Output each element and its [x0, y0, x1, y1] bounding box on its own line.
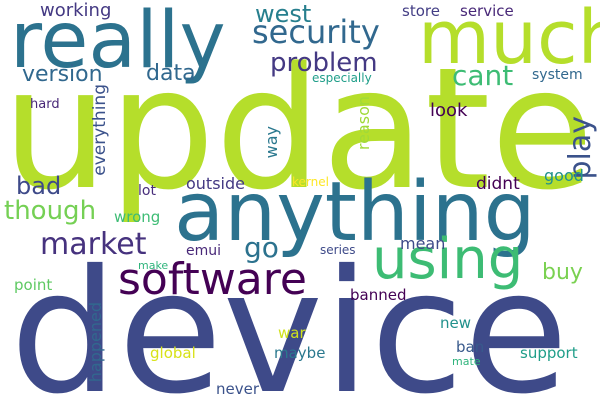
word-banned: banned: [350, 286, 407, 304]
word-market: market: [40, 227, 147, 262]
word-point: point: [14, 276, 53, 294]
word-mean: mean: [400, 234, 446, 253]
word-cant: cant: [452, 59, 514, 92]
word-ban: ban: [456, 338, 485, 356]
word-way: way: [262, 126, 281, 159]
word-security: security: [252, 13, 380, 51]
word-version: version: [22, 62, 103, 87]
word-kernel: kernel: [292, 175, 329, 189]
word-never: never: [216, 380, 260, 398]
word-update: update: [2, 31, 594, 227]
word-using: using: [372, 227, 524, 292]
word-war: war: [278, 324, 306, 342]
word-store: store: [402, 2, 440, 20]
word-emui: emui: [186, 243, 222, 259]
word-hard: hard: [30, 97, 60, 112]
word-reason: reason: [354, 96, 373, 151]
word-mate: mate: [452, 355, 481, 368]
word-working: working: [40, 0, 112, 21]
word-buy: buy: [542, 260, 583, 285]
word-global: global: [150, 344, 196, 362]
word-really: really: [10, 0, 226, 86]
word-happened: happened: [86, 302, 105, 383]
word-device: device: [10, 234, 569, 400]
word-wrong: wrong: [114, 208, 161, 226]
word-anything: anything: [174, 165, 536, 260]
word-especially: especially: [312, 71, 372, 85]
word-outside: outside: [186, 174, 245, 193]
word-good: good: [544, 166, 584, 185]
word-system: system: [532, 67, 583, 83]
word-much: much: [418, 0, 600, 81]
word-support: support: [520, 344, 578, 362]
word-didnt: didnt: [476, 174, 520, 194]
word-though: though: [4, 196, 97, 226]
word-new: new: [440, 314, 472, 332]
word-software: software: [118, 254, 307, 305]
word-data: data: [146, 61, 196, 86]
word-look: look: [430, 100, 468, 121]
word-go: go: [244, 231, 279, 264]
word-series: series: [320, 243, 356, 257]
word-bad: bad: [16, 172, 62, 200]
word-lot: lot: [138, 183, 156, 199]
word-west: west: [255, 0, 312, 28]
word-service: service: [460, 2, 514, 20]
word-problem: problem: [270, 48, 378, 78]
word-everything: everything: [90, 84, 110, 176]
word-maybe: maybe: [274, 344, 326, 362]
word-make: make: [138, 259, 169, 272]
